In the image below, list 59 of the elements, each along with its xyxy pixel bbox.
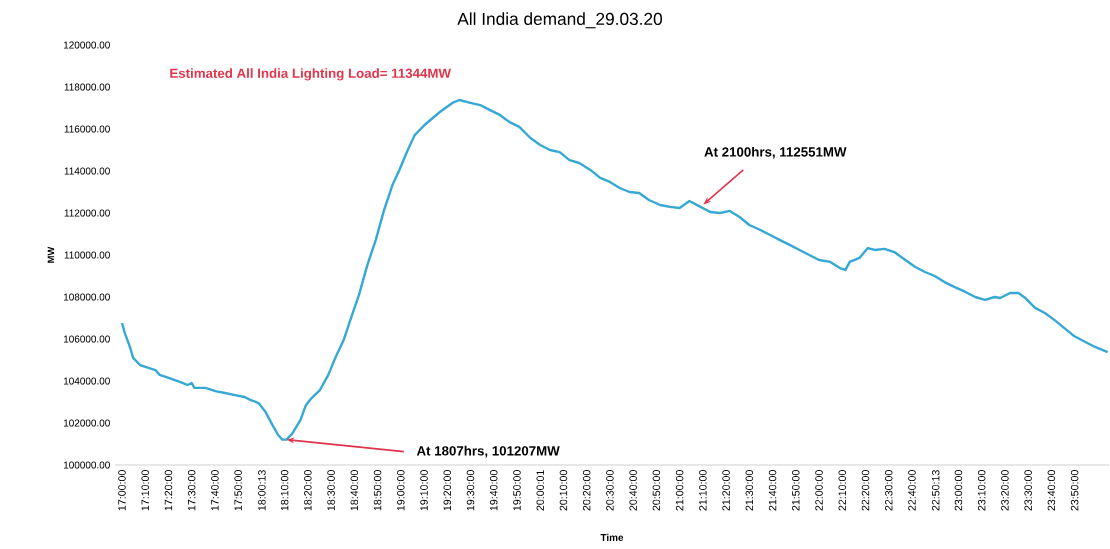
x-tick-label: 20:00:01 bbox=[536, 470, 545, 511]
x-tick-label: 18:10:00 bbox=[280, 470, 289, 511]
x-tick-label: 22:40:00 bbox=[908, 470, 916, 511]
x-axis-title: Time bbox=[600, 533, 624, 542]
x-tick-label: 21:20:00 bbox=[722, 470, 730, 511]
x-tick-label: 22:30:00 bbox=[884, 470, 893, 511]
x-tick-label: 23:30:00 bbox=[1024, 470, 1032, 511]
y-tick-label: 102000.00 bbox=[63, 419, 110, 427]
x-tick-label: 23:00:00 bbox=[954, 470, 963, 511]
x-tick-label: 21:10:00 bbox=[699, 470, 707, 511]
x-tick-label: 22:00:00 bbox=[815, 470, 823, 511]
x-tick-label: 20:20:00 bbox=[582, 470, 591, 511]
x-tick-label: 20:40:00 bbox=[629, 470, 637, 511]
x-tick-label: 17:40:00 bbox=[211, 470, 219, 511]
x-tick-label: 21:40:00 bbox=[768, 470, 777, 511]
x-tick-label: 20:30:00 bbox=[606, 470, 614, 511]
x-tick-label: 21:30:00 bbox=[745, 470, 754, 511]
x-tick-label: 19:20:00 bbox=[443, 470, 452, 511]
x-tick-label: 23:20:00 bbox=[1001, 470, 1009, 511]
x-tick-label: 22:10:00 bbox=[838, 470, 847, 511]
chart-title: All India demand_29.03.20 bbox=[457, 12, 663, 29]
x-tick-label: 19:10:00 bbox=[420, 470, 428, 511]
x-tick-label: 17:50:00 bbox=[234, 470, 242, 511]
y-tick-label: 118000.00 bbox=[64, 83, 110, 91]
y-tick-label: 104000.00 bbox=[63, 377, 110, 385]
x-tick-label: 18:50:00 bbox=[373, 470, 382, 511]
x-tick-label: 22:20:00 bbox=[861, 470, 870, 511]
x-tick-label: 18:20:00 bbox=[304, 470, 312, 511]
x-tick-label: 18:40:00 bbox=[350, 470, 359, 511]
y-tick-label: 106000.00 bbox=[63, 335, 110, 343]
annotation: At 2100hrs, 112551MW bbox=[704, 146, 847, 159]
x-tick-label: 21:50:00 bbox=[792, 470, 800, 511]
x-tick-label: 20:10:00 bbox=[559, 470, 568, 511]
x-tick-label: 19:50:00 bbox=[513, 470, 521, 511]
y-tick-label: 116000.00 bbox=[64, 125, 110, 133]
x-tick-label: 18:30:00 bbox=[327, 470, 335, 511]
x-tick-label: 19:40:00 bbox=[489, 470, 498, 511]
y-tick-label: 112000.00 bbox=[64, 209, 110, 217]
x-tick-label: 19:00:00 bbox=[397, 470, 405, 511]
x-tick-label: 19:30:00 bbox=[466, 470, 475, 511]
x-tick-label: 17:00:00 bbox=[118, 470, 126, 511]
x-tick-label: 17:30:00 bbox=[187, 470, 196, 511]
x-tick-label: 23:50:00 bbox=[1070, 470, 1079, 511]
y-axis-title: MW bbox=[47, 246, 55, 263]
x-tick-label: 23:40:00 bbox=[1047, 470, 1056, 511]
x-tick-label: 17:10:00 bbox=[141, 470, 149, 511]
x-tick-label: 22:50:13 bbox=[931, 470, 940, 511]
x-tick-label: 21:00:00 bbox=[675, 470, 684, 511]
y-tick-label: 110000.00 bbox=[64, 251, 110, 259]
y-tick-label: 108000.00 bbox=[63, 293, 110, 301]
annotation: At 1807hrs, 101207MW bbox=[416, 445, 560, 458]
x-tick-label: 18:00:13 bbox=[258, 470, 266, 511]
y-tick-label: 114000.00 bbox=[64, 167, 110, 175]
y-tick-label: 120000.00 bbox=[63, 41, 110, 49]
y-tick-label: 100000.00 bbox=[63, 461, 110, 469]
x-tick-label: 20:50:00 bbox=[652, 470, 661, 511]
x-tick-label: 23:10:00 bbox=[977, 470, 986, 511]
x-tick-label: 17:20:00 bbox=[164, 470, 173, 511]
annotation: Estimated All India Lighting Load= 11344MW bbox=[170, 68, 451, 81]
